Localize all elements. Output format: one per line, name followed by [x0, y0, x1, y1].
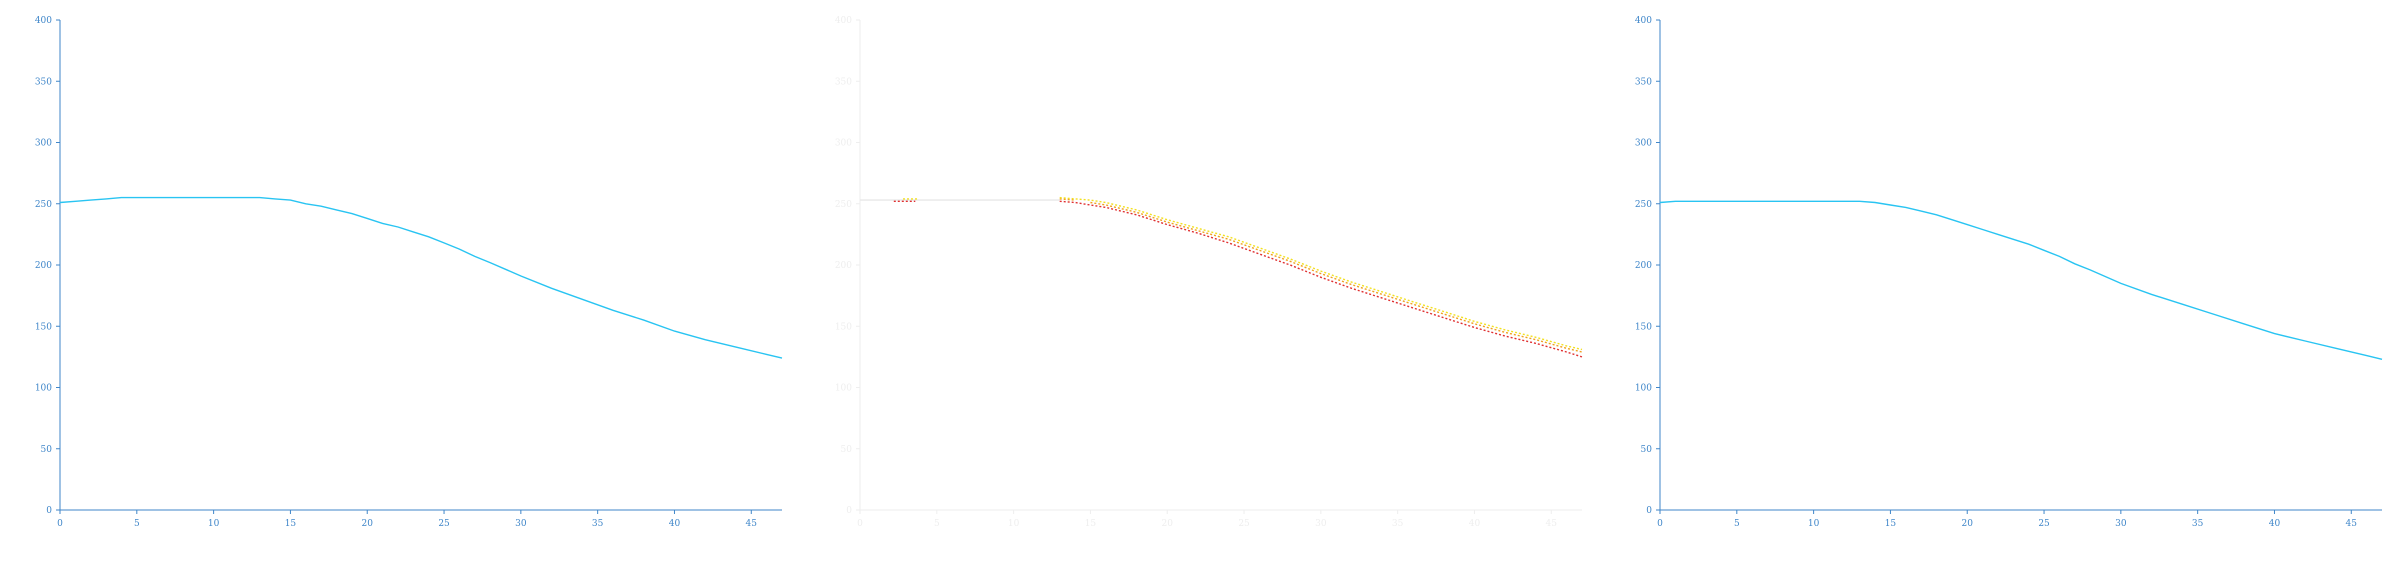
y-tick-label: 50 [41, 445, 53, 455]
y-tick-label: 400 [835, 16, 852, 26]
x-tick-label: 25 [1238, 519, 1250, 529]
x-tick-label: 35 [1392, 519, 1404, 529]
x-tick-label: 0 [1657, 519, 1663, 529]
x-tick-label: 40 [669, 519, 681, 529]
y-tick-label: 300 [835, 139, 852, 149]
x-tick-label: 30 [1315, 519, 1327, 529]
chart-middle: 0 5 10 15 20 25 30 35 40 45 0 50 100 150 200 250 300 350 4… [835, 16, 1583, 529]
x-tick-label: 45 [1546, 519, 1558, 529]
x-tick-label: 40 [2269, 519, 2281, 529]
x-tick-label: 45 [2346, 519, 2358, 529]
x-tick-label: 10 [1008, 519, 1020, 529]
y-tick-label: 0 [46, 506, 52, 516]
y-tick-label: 200 [835, 261, 852, 271]
y-tick-label: 250 [1635, 200, 1652, 210]
x-tick-label: 35 [2192, 519, 2204, 529]
x-tick-label: 0 [57, 519, 63, 529]
x-tick-label: 20 [1962, 519, 1974, 529]
x-tick-label: 40 [1469, 519, 1481, 529]
y-tick-label: 250 [35, 200, 52, 210]
x-tick-label: 10 [1808, 519, 1820, 529]
x-tick-label: 25 [2038, 519, 2050, 529]
y-tick-label: 300 [1635, 139, 1652, 149]
chart-right: 0 5 10 15 20 25 30 35 40 45 0 50 100 150 200 250 300 350 4… [1635, 16, 2383, 529]
x-tick-label: 10 [208, 519, 220, 529]
x-tick-label: 45 [746, 519, 758, 529]
x-tick-label: 15 [1085, 519, 1097, 529]
y-tick-label: 200 [1635, 261, 1652, 271]
y-tick-label: 400 [1635, 16, 1652, 26]
y-tick-label: 200 [35, 261, 52, 271]
y-tick-label: 50 [841, 445, 853, 455]
x-tick-label: 15 [1885, 519, 1897, 529]
x-tick-label: 5 [934, 519, 940, 529]
x-tick-label: 5 [134, 519, 140, 529]
x-tick-label: 15 [285, 519, 297, 529]
x-tick-label: 20 [362, 519, 374, 529]
y-tick-label: 150 [1635, 322, 1652, 332]
y-tick-label: 400 [35, 16, 52, 26]
series-line-fragment [1059, 198, 1076, 201]
y-tick-label: 300 [35, 139, 52, 149]
series-line [1090, 201, 1583, 353]
chart-left: 0 5 10 15 20 25 30 35 40 45 0 50 100 150 200 250 300 350 4… [35, 16, 783, 529]
y-tick-label: 250 [835, 200, 852, 210]
y-tick-label: 100 [1635, 384, 1652, 394]
series-line [1059, 200, 1583, 358]
y-tick-label: 0 [1646, 506, 1652, 516]
x-tick-label: 35 [592, 519, 604, 529]
y-tick-label: 150 [835, 322, 852, 332]
x-tick-label: 0 [857, 519, 863, 529]
x-tick-label: 20 [1162, 519, 1174, 529]
y-tick-label: 100 [835, 384, 852, 394]
y-tick-label: 150 [35, 322, 52, 332]
y-tick-label: 0 [846, 506, 852, 516]
series-line [1059, 196, 1583, 351]
y-tick-label: 50 [1641, 445, 1653, 455]
x-tick-label: 25 [438, 519, 450, 529]
x-tick-label: 30 [2115, 519, 2127, 529]
y-tick-label: 350 [1635, 77, 1652, 87]
series-line [59, 196, 783, 359]
y-tick-label: 350 [835, 77, 852, 87]
x-tick-label: 5 [1734, 519, 1740, 529]
y-tick-label: 350 [35, 77, 52, 87]
x-tick-label: 30 [515, 519, 527, 529]
series-line [1659, 200, 2383, 360]
y-tick-label: 100 [35, 384, 52, 394]
